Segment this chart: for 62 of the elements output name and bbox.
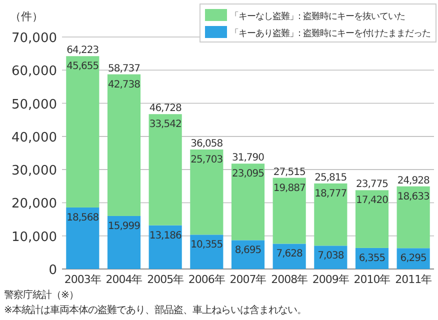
bar <box>355 190 389 248</box>
x-tick-label: 2004年 <box>106 273 143 286</box>
bar <box>107 74 141 216</box>
legend-label: 「キーあり盗難」: 盗難時にキーを付けたままだった <box>230 28 431 39</box>
x-tick-label: 2009年 <box>312 273 350 286</box>
data-label: 25,703 <box>190 154 223 166</box>
legend-label: 「キーなし盗難」: 盗難時にキーを抜いていた <box>230 11 406 22</box>
total-label: 25,815 <box>314 172 347 184</box>
x-tick-label: 2007年 <box>230 273 267 286</box>
total-label: 27,515 <box>273 166 306 178</box>
data-label: 42,738 <box>108 79 140 90</box>
total-label: 58,737 <box>108 63 140 74</box>
y-tick-label: 40,000 <box>12 130 57 146</box>
bar <box>66 56 100 208</box>
data-label: 18,568 <box>66 212 99 224</box>
data-label: 18,777 <box>314 188 347 200</box>
y-axis-title: （件） <box>10 10 43 23</box>
bar <box>314 183 348 246</box>
x-tick-label: 2010年 <box>354 273 391 286</box>
data-label: 6,355 <box>358 252 386 264</box>
data-label: 15,999 <box>108 220 140 232</box>
data-label: 23,095 <box>232 168 264 180</box>
total-label: 46,728 <box>149 103 182 114</box>
bar <box>190 149 224 235</box>
bar <box>148 225 182 269</box>
text: 警察庁統計（※） <box>4 289 78 301</box>
x-tick-label: 2011年 <box>395 273 432 286</box>
data-label: 18,633 <box>397 191 430 202</box>
y-tick-label: 0 <box>48 263 57 278</box>
total-label: 31,790 <box>232 152 264 164</box>
data-label: 17,420 <box>356 195 388 206</box>
y-tick-label: 60,000 <box>12 64 57 80</box>
y-tick-label: 10,000 <box>12 230 57 245</box>
x-tick-label: 2003年 <box>64 273 102 286</box>
y-tick-label: 30,000 <box>12 164 57 179</box>
total-label: 24,928 <box>397 175 430 186</box>
data-label: 8,695 <box>234 245 262 256</box>
bar <box>190 234 224 269</box>
data-label: 10,355 <box>190 240 223 251</box>
y-tick-label: 70,000 <box>12 31 57 46</box>
bar <box>107 216 141 269</box>
x-tick-label: 2008年 <box>271 273 308 286</box>
bar <box>231 164 265 240</box>
y-tick-label: 20,000 <box>12 196 57 212</box>
data-label: 7,628 <box>276 248 303 260</box>
total-label: 36,058 <box>190 138 223 150</box>
y-tick-label: 50,000 <box>12 97 57 112</box>
x-tick-label: 2005年 <box>147 273 184 286</box>
data-label: 19,887 <box>273 182 306 194</box>
x-tick-label: 2006年 <box>188 273 226 286</box>
total-label: 64,223 <box>66 45 99 56</box>
data-label: 7,038 <box>318 250 344 262</box>
total-label: 23,775 <box>356 179 388 190</box>
data-label: 33,542 <box>149 119 182 130</box>
bar <box>272 178 306 244</box>
data-label: 13,186 <box>149 230 182 242</box>
text: ※本統計は車両本体の盗難であり、部品盗、車上ねらいは含まれない。 <box>4 304 306 316</box>
data-label: 6,295 <box>400 253 427 264</box>
bar <box>396 186 430 248</box>
bar <box>148 114 182 226</box>
data-label: 45,655 <box>66 61 99 72</box>
bar <box>66 207 100 269</box>
